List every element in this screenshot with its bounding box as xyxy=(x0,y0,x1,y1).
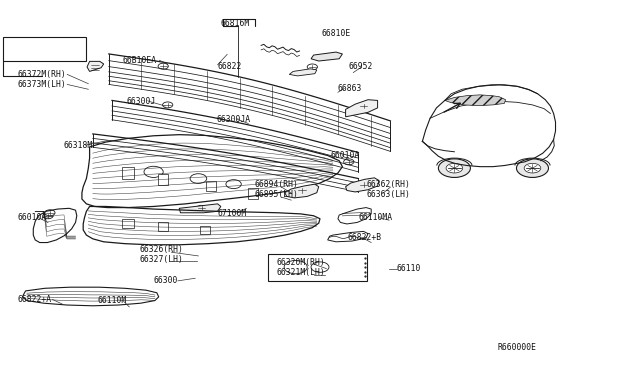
Circle shape xyxy=(196,205,207,211)
Text: 66363(LH): 66363(LH) xyxy=(367,190,411,199)
Text: 66372M(RH): 66372M(RH) xyxy=(18,70,67,79)
Bar xyxy=(122,167,134,179)
Text: 66010A: 66010A xyxy=(18,213,47,222)
Text: 66822+B: 66822+B xyxy=(348,233,381,242)
Circle shape xyxy=(524,163,541,173)
Text: 66952: 66952 xyxy=(349,62,373,71)
Circle shape xyxy=(344,159,354,165)
Circle shape xyxy=(163,102,173,108)
Text: 66863: 66863 xyxy=(338,84,362,93)
Bar xyxy=(159,221,168,231)
Polygon shape xyxy=(445,95,506,106)
Circle shape xyxy=(438,159,470,177)
Text: 66318M: 66318M xyxy=(64,141,93,150)
Polygon shape xyxy=(346,178,379,192)
Bar xyxy=(122,218,134,228)
Bar xyxy=(200,226,210,234)
Text: 66300: 66300 xyxy=(154,276,178,285)
Polygon shape xyxy=(346,100,378,117)
Circle shape xyxy=(297,187,307,193)
Bar xyxy=(159,174,168,185)
Text: 66822+A: 66822+A xyxy=(18,295,52,304)
Circle shape xyxy=(446,163,463,173)
Text: 66894(RH): 66894(RH) xyxy=(255,180,299,189)
Circle shape xyxy=(358,182,369,187)
Text: 66B10EA: 66B10EA xyxy=(123,56,157,65)
Text: 66321M(LH): 66321M(LH) xyxy=(276,268,325,277)
Text: 66373M(LH): 66373M(LH) xyxy=(18,80,67,89)
Text: 66110MA: 66110MA xyxy=(358,213,392,222)
Polygon shape xyxy=(285,184,319,198)
Polygon shape xyxy=(179,204,221,213)
Bar xyxy=(206,181,216,191)
Bar xyxy=(248,188,258,199)
Polygon shape xyxy=(311,52,342,61)
Text: 66895(LH): 66895(LH) xyxy=(255,190,299,199)
Circle shape xyxy=(307,64,317,70)
Text: 66300JA: 66300JA xyxy=(216,115,250,124)
Text: 67100M: 67100M xyxy=(218,209,247,218)
Text: 66816M: 66816M xyxy=(221,19,250,28)
Bar xyxy=(268,254,367,281)
Circle shape xyxy=(158,63,168,69)
Circle shape xyxy=(516,159,548,177)
Polygon shape xyxy=(289,69,317,76)
Circle shape xyxy=(358,103,369,109)
Text: 66010A: 66010A xyxy=(331,151,360,160)
Text: 66362(RH): 66362(RH) xyxy=(367,180,411,189)
Circle shape xyxy=(45,210,55,216)
Polygon shape xyxy=(87,61,104,71)
Text: 66822: 66822 xyxy=(218,62,242,71)
Text: 66327(LH): 66327(LH) xyxy=(140,255,184,264)
Text: 66300J: 66300J xyxy=(127,97,156,106)
Text: 66110: 66110 xyxy=(397,264,421,273)
Text: 66110M: 66110M xyxy=(97,296,127,305)
Text: R660000E: R660000E xyxy=(498,343,537,352)
Text: 66320M(RH): 66320M(RH) xyxy=(276,258,325,267)
Text: 66810E: 66810E xyxy=(321,29,351,38)
Circle shape xyxy=(43,213,53,219)
Text: 66326(RH): 66326(RH) xyxy=(140,246,184,254)
